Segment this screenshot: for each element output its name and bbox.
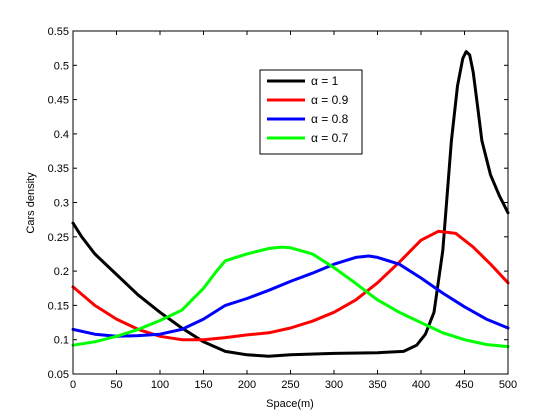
x-axis-label: Space(m) <box>266 398 314 410</box>
y-tick-label: 0.5 <box>54 60 69 72</box>
y-tick-label: 0.2 <box>54 266 69 278</box>
legend-label: α = 1 <box>311 74 339 88</box>
x-tick-label: 200 <box>238 379 256 391</box>
series-line-3 <box>71 254 510 338</box>
y-tick-label: 0.45 <box>48 95 69 107</box>
x-tick-label: 350 <box>368 379 386 391</box>
y-axis-label: Cars density <box>25 172 37 234</box>
y-tick-label: 0.15 <box>48 300 69 312</box>
y-tick-label: 0.55 <box>48 26 69 38</box>
y-tick-label: 0.4 <box>54 129 69 141</box>
series-line-2 <box>71 229 510 342</box>
x-tick-label: 400 <box>412 379 430 391</box>
legend: α = 1 α = 0.9 α = 0.8 α = 0.7 <box>259 69 363 155</box>
x-tick-label: 450 <box>455 379 473 391</box>
series-line-1 <box>71 50 510 358</box>
series-line-4 <box>71 245 510 349</box>
x-tick-label: 500 <box>499 379 517 391</box>
x-tick-label: 150 <box>194 379 212 391</box>
legend-label: α = 0.9 <box>311 93 349 107</box>
y-tick-label: 0.1 <box>54 335 69 347</box>
y-tick-label: 0.05 <box>48 369 69 381</box>
y-tick-label: 0.3 <box>54 198 69 210</box>
x-tick-label: 300 <box>325 379 343 391</box>
ticks-layer: 0 50 100 150 200 250 300 350 400 450 500 0.05 0.1 0.1… <box>48 26 518 391</box>
x-tick-label: 0 <box>70 379 76 391</box>
x-tick-label: 100 <box>151 379 169 391</box>
y-tick-label: 0.25 <box>48 232 69 244</box>
x-tick-label: 50 <box>110 379 122 391</box>
legend-label: α = 0.7 <box>311 131 349 145</box>
y-tick-label: 0.35 <box>48 163 69 175</box>
legend-label: α = 0.8 <box>311 112 349 126</box>
legend-box <box>259 69 363 155</box>
x-tick-label: 250 <box>281 379 299 391</box>
series-layer <box>71 50 510 358</box>
